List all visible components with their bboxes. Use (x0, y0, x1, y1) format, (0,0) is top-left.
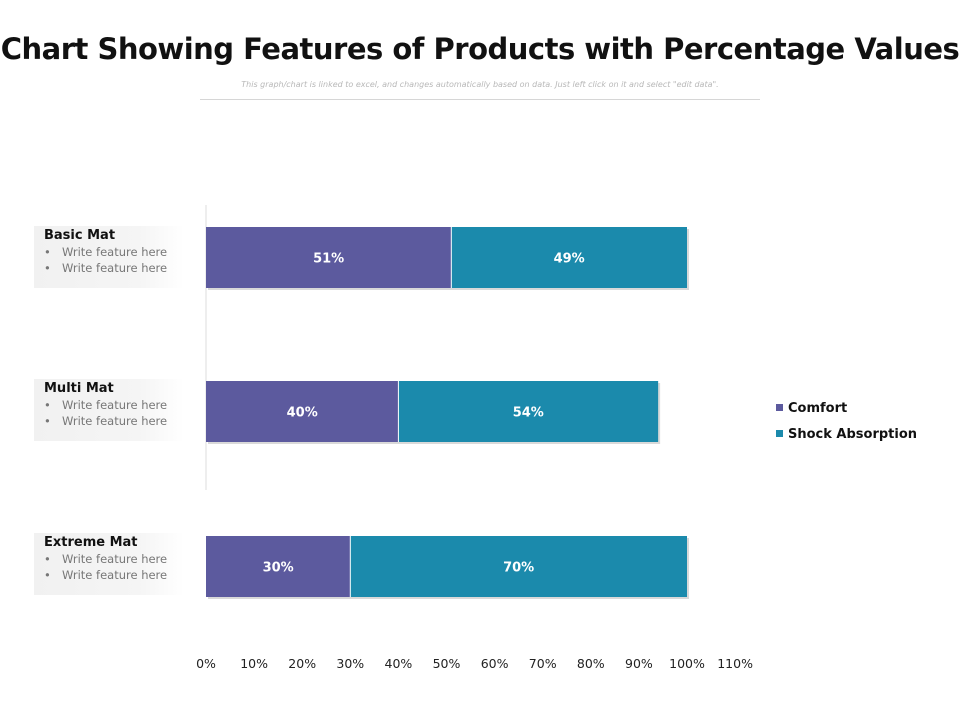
chart-title: Chart Showing Features of Products with … (0, 32, 960, 66)
bar-extreme-mat-comfort (206, 536, 351, 597)
legend-label: Comfort (788, 401, 848, 416)
feature-text: Write feature here (62, 261, 168, 275)
feature-item: • Write feature here (44, 552, 168, 566)
x-tick-label: 70% (529, 656, 557, 671)
x-tick-label: 90% (625, 656, 653, 671)
x-tick-label: 50% (433, 656, 461, 671)
feature-text: Write feature here (62, 398, 168, 412)
data-label-extreme-mat-comfort: 30% (263, 561, 294, 576)
feature-text: Write feature here (62, 414, 168, 428)
data-label-basic-mat-comfort: 51% (313, 252, 344, 267)
x-tick-label: 100% (669, 656, 705, 671)
bar-basic-mat-shock-absorption (451, 227, 687, 288)
chart-subtitle: This graph/chart is linked to excel, and… (200, 80, 760, 100)
data-label-basic-mat-shock-absorption: 49% (554, 252, 585, 267)
feature-item: • Write feature here (44, 245, 168, 259)
x-tick-label: 30% (336, 656, 364, 671)
bar-extreme-mat-shock-absorption (350, 536, 687, 597)
feature-item: • Write feature here (44, 568, 168, 582)
data-label-extreme-mat-shock-absorption: 70% (503, 561, 534, 576)
category-box-multi-mat: Multi Mat • Write feature here • Write fea… (34, 379, 184, 441)
legend-item-shock-absorption: Shock Absorption (776, 427, 917, 442)
feature-item: • Write feature here (44, 414, 168, 428)
feature-text: Write feature here (62, 552, 168, 566)
feature-item: • Write feature here (44, 261, 168, 275)
bar-multi-mat-shock-absorption (398, 381, 659, 442)
x-tick-label: 10% (240, 656, 268, 671)
x-tick-label: 60% (481, 656, 509, 671)
feature-text: Write feature here (62, 245, 168, 259)
legend-item-comfort: Comfort (776, 401, 847, 416)
category-title: Basic Mat (44, 228, 116, 243)
data-label-multi-mat-shock-absorption: 54% (513, 406, 544, 421)
x-tick-label: 20% (288, 656, 316, 671)
x-tick-label: 110% (717, 656, 753, 671)
bar-multi-mat-comfort (206, 381, 399, 442)
legend-label: Shock Absorption (788, 427, 918, 442)
category-title: Multi Mat (44, 381, 114, 396)
feature-text: Write feature here (62, 568, 168, 582)
category-box-extreme-mat: Extreme Mat • Write feature here • Write f… (34, 533, 184, 595)
category-title: Extreme Mat (44, 535, 138, 550)
x-tick-label: 0% (196, 656, 216, 671)
x-tick-label: 40% (385, 656, 413, 671)
data-label-multi-mat-comfort: 40% (287, 406, 318, 421)
bar-basic-mat-comfort (206, 227, 452, 288)
legend-swatch-comfort (776, 404, 783, 411)
category-box-basic-mat: Basic Mat • Write feature here • Write fea… (34, 226, 184, 288)
x-tick-label: 80% (577, 656, 605, 671)
feature-item: • Write feature here (44, 398, 168, 412)
legend-swatch-shock-absorption (776, 430, 783, 437)
